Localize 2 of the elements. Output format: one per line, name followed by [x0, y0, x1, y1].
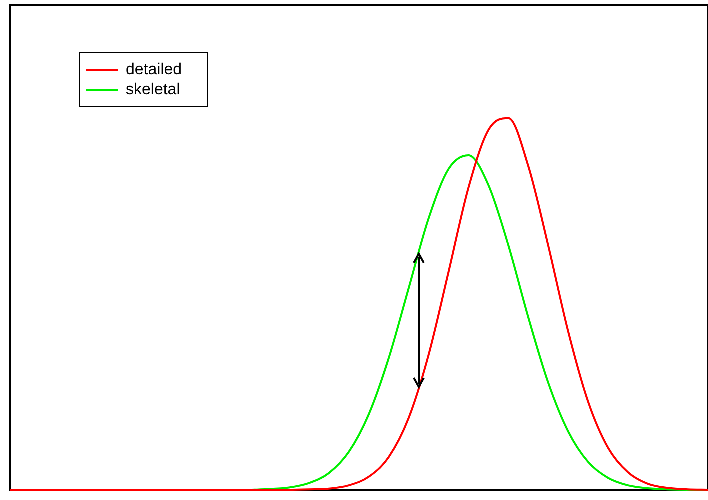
legend-label: skeletal [126, 81, 180, 98]
legend-label: detailed [126, 61, 182, 78]
